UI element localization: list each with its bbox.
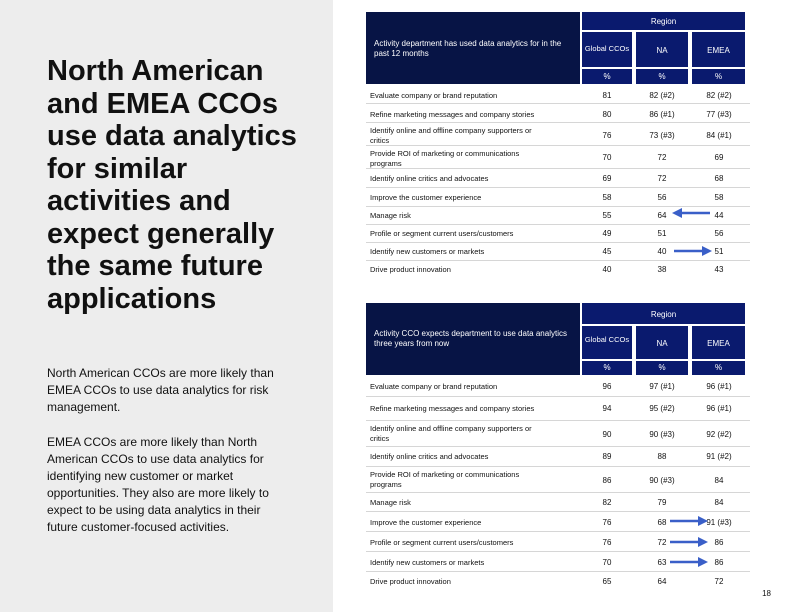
paragraph-new-customers: EMEA CCOs are more likely than North Ame… — [47, 435, 269, 534]
table-row: Provide ROI of marketing or communicatio… — [366, 467, 750, 493]
table2-region-header: Region — [582, 303, 745, 324]
headline: North American and EMEA CCOs use data an… — [47, 55, 297, 315]
table2-col-global: Global CCOs — [582, 326, 632, 359]
left-arrow-icon — [672, 208, 710, 218]
table1-header-activity: Activity department has used data analyt… — [366, 12, 580, 84]
table2-col-emea: EMEA — [692, 326, 745, 359]
table2-header-activity: Activity CCO expects department to use d… — [366, 303, 580, 375]
right-arrow-icon — [670, 537, 708, 547]
table-row: Provide ROI of marketing or communicatio… — [366, 146, 750, 169]
table-row: Identify online critics and advocates 89… — [366, 447, 750, 467]
table1-unit-emea: % — [692, 69, 745, 84]
table-row: Evaluate company or brand reputation 81 … — [366, 86, 750, 104]
table-row: Profile or segment current users/custome… — [366, 225, 750, 243]
table2-unit-emea: % — [692, 361, 745, 375]
table2-unit-global: % — [582, 361, 632, 375]
table1-unit-na: % — [636, 69, 688, 84]
table-row: Drive product innovation 65 64 72 — [370, 577, 724, 586]
table-row: Manage risk 82 79 84 — [366, 493, 750, 512]
right-arrow-icon — [670, 557, 708, 567]
table2-col-na: NA — [636, 326, 688, 359]
table-row: Identify new customers or markets 45 40 … — [366, 243, 750, 261]
table2-unit-na: % — [636, 361, 688, 375]
table-row: Improve the customer experience 76 68 91… — [366, 512, 750, 532]
table-row: Refine marketing messages and company st… — [366, 104, 750, 123]
table1-region-header: Region — [582, 12, 745, 30]
table1-col-na: NA — [636, 32, 688, 67]
table1-col-emea: EMEA — [692, 32, 745, 67]
table-row: Evaluate company or brand reputation 96 … — [366, 377, 750, 397]
left-panel: North American and EMEA CCOs use data an… — [0, 0, 333, 612]
page-number: 18 — [762, 589, 771, 598]
table-row: Identify online and offline company supp… — [366, 123, 750, 146]
table-row: Manage risk 55 64 44 — [366, 207, 750, 225]
table-row: Identify new customers or markets 70 63 … — [366, 552, 750, 572]
table1-col-global: Global CCOs — [582, 32, 632, 67]
table-row: Identify online critics and advocates 69… — [366, 169, 750, 188]
right-arrow-icon — [674, 246, 712, 256]
paragraph-risk-management: North American CCOs are more likely than… — [47, 366, 274, 414]
right-arrow-icon — [670, 516, 708, 526]
table-row: Improve the customer experience 58 56 58 — [366, 188, 750, 207]
table-row: Refine marketing messages and company st… — [366, 397, 750, 421]
table1-unit-global: % — [582, 69, 632, 84]
table-row: Identify online and offline company supp… — [366, 421, 750, 447]
table-row: Profile or segment current users/custome… — [366, 532, 750, 552]
table-row: Drive product innovation 40 38 43 — [370, 265, 724, 274]
